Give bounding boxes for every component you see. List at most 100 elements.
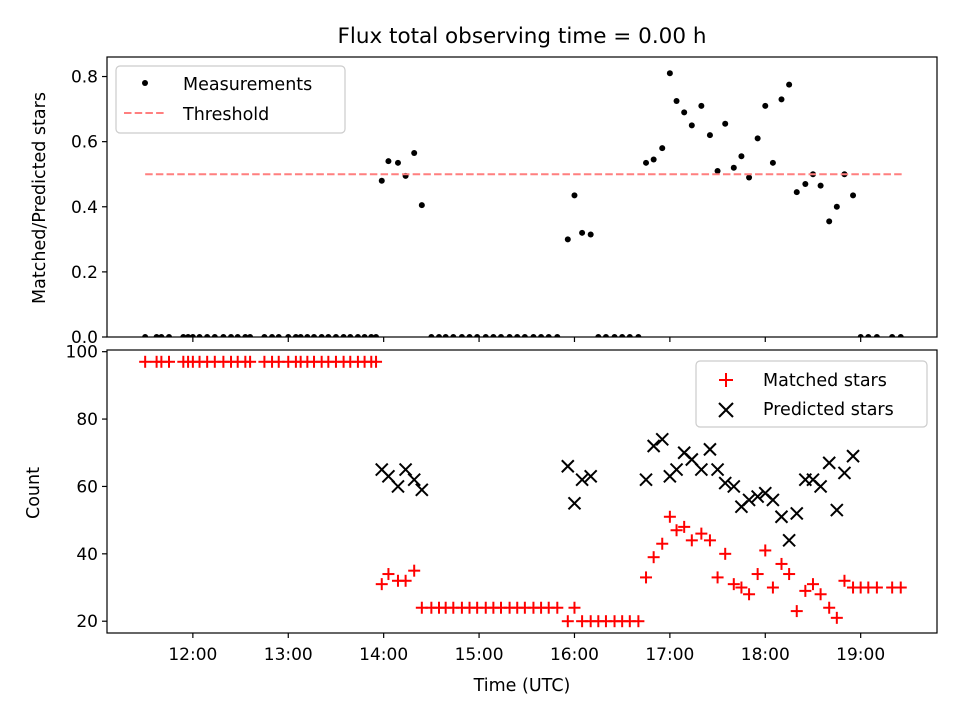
measurement-point bbox=[817, 182, 824, 189]
count-panel: 20 40 60 80 100 12:00 13:00 14:00 15:00 16:00 17:0… bbox=[24, 343, 938, 696]
count-x-tick-label: 19:00 bbox=[836, 645, 885, 665]
measurement-point bbox=[347, 334, 354, 337]
predicted-stars-point bbox=[790, 506, 804, 521]
count-y-tick-label: 40 bbox=[76, 545, 98, 565]
matched-stars-point bbox=[766, 581, 779, 594]
matched-stars-point bbox=[727, 578, 740, 591]
count-y-tick-label: 60 bbox=[76, 477, 98, 497]
measurement-point bbox=[153, 334, 160, 337]
measurement-point bbox=[436, 334, 442, 337]
matched-stars-point bbox=[894, 581, 907, 594]
predicted-stars-point bbox=[718, 476, 732, 490]
measurement-point bbox=[474, 334, 481, 337]
measurement-point bbox=[587, 231, 594, 238]
measurement-point bbox=[242, 334, 249, 337]
matched-stars-point bbox=[647, 551, 660, 564]
legend-matched-marker bbox=[719, 373, 733, 387]
predicted-stars-point bbox=[398, 462, 413, 477]
ratio-y-tick-label: 0.6 bbox=[71, 133, 98, 153]
measurement-point bbox=[166, 334, 173, 337]
ratio-y-tick-label: 0.8 bbox=[71, 68, 98, 88]
predicted-stars-point bbox=[742, 493, 756, 507]
ratio-axes-frame bbox=[106, 56, 938, 338]
measurement-point bbox=[530, 334, 537, 337]
count-x-tick-label: 13:00 bbox=[264, 645, 313, 665]
measurement-point bbox=[564, 236, 571, 243]
predicted-stars-point bbox=[567, 496, 582, 510]
ratio-marks bbox=[142, 70, 904, 337]
measurement-point bbox=[873, 334, 880, 337]
measurement-point bbox=[368, 334, 375, 337]
measurement-point bbox=[378, 177, 385, 184]
predicted-stars-point bbox=[774, 510, 789, 524]
matched-stars-point bbox=[685, 534, 698, 547]
ratio-panel: 0.00.20.40.60.8 Matched/Predicted stars … bbox=[30, 56, 938, 348]
ratio-plot-area: 0.0 0.2 0.4 0.6 0.8 bbox=[71, 56, 938, 348]
matched-stars-point bbox=[775, 557, 788, 570]
matched-stars-point bbox=[678, 520, 691, 533]
measurement-point bbox=[538, 334, 545, 337]
predicted-stars-point bbox=[822, 456, 836, 470]
measurement-point bbox=[611, 334, 618, 337]
ratio-y-tick-label: 0.0 bbox=[71, 328, 98, 348]
measurement-point bbox=[304, 334, 311, 337]
predicted-stars-point bbox=[837, 466, 852, 480]
measurement-point bbox=[793, 189, 800, 196]
measurement-point bbox=[318, 334, 325, 337]
count-y-tick-label: 100 bbox=[66, 343, 98, 363]
matched-stars-point bbox=[703, 534, 716, 547]
measurement-point bbox=[275, 334, 282, 337]
predicted-stars-point bbox=[655, 432, 669, 446]
measurement-point bbox=[180, 334, 187, 337]
measurement-point bbox=[361, 334, 368, 337]
measurement-point bbox=[354, 334, 361, 337]
predicted-stars-point bbox=[561, 459, 575, 473]
matched-stars-point bbox=[735, 581, 748, 594]
matched-stars-point bbox=[408, 564, 421, 577]
matched-stars-point bbox=[695, 527, 708, 540]
predicted-stars-point bbox=[639, 473, 653, 487]
measurement-point bbox=[666, 70, 673, 77]
predicted-stars-point bbox=[766, 493, 780, 507]
ratio-y-tick-label: 0.4 bbox=[71, 198, 98, 218]
measurement-point bbox=[746, 174, 753, 181]
matched-stars-point bbox=[838, 574, 851, 587]
measurement-point bbox=[833, 203, 840, 210]
legend-matched-label: Matched stars bbox=[763, 371, 887, 391]
predicted-stars-point bbox=[846, 449, 860, 463]
measurement-point bbox=[189, 334, 196, 337]
count-axes-frame bbox=[106, 349, 938, 634]
ratio-series-0 bbox=[142, 70, 904, 337]
measurement-point bbox=[681, 109, 688, 116]
measurement-point bbox=[158, 334, 165, 337]
matched-stars-point bbox=[806, 578, 819, 591]
matched-stars-point bbox=[656, 537, 669, 550]
matched-stars-point bbox=[139, 355, 152, 368]
measurement-point bbox=[285, 334, 292, 337]
predicted-stars-point bbox=[391, 479, 405, 494]
measurement-point bbox=[826, 218, 833, 225]
predicted-stars-point bbox=[646, 439, 661, 453]
matched-stars-point bbox=[663, 510, 676, 523]
measurement-point bbox=[442, 334, 449, 337]
measurement-point bbox=[458, 334, 465, 337]
predicted-stars-point bbox=[710, 462, 725, 477]
predicted-stars-point bbox=[575, 473, 589, 487]
count-x-tick-label: 16:00 bbox=[550, 645, 599, 665]
count-series-1 bbox=[375, 432, 860, 548]
measurement-point bbox=[635, 334, 642, 337]
count-y-tick-label: 80 bbox=[76, 410, 98, 430]
measurement-point bbox=[850, 192, 857, 199]
measurement-point bbox=[897, 334, 904, 337]
count-series-0 bbox=[139, 355, 907, 628]
measurement-point bbox=[619, 334, 626, 337]
ratio-y-tick-label: 0.2 bbox=[71, 263, 98, 283]
measurement-point bbox=[325, 334, 332, 337]
matched-stars-point bbox=[632, 615, 645, 628]
measurement-point bbox=[411, 150, 418, 157]
figure-title: Flux total observing time = 0.00 h bbox=[338, 24, 707, 49]
matched-stars-point bbox=[399, 574, 412, 587]
predicted-stars-point bbox=[703, 442, 717, 457]
measurement-point bbox=[659, 145, 666, 152]
